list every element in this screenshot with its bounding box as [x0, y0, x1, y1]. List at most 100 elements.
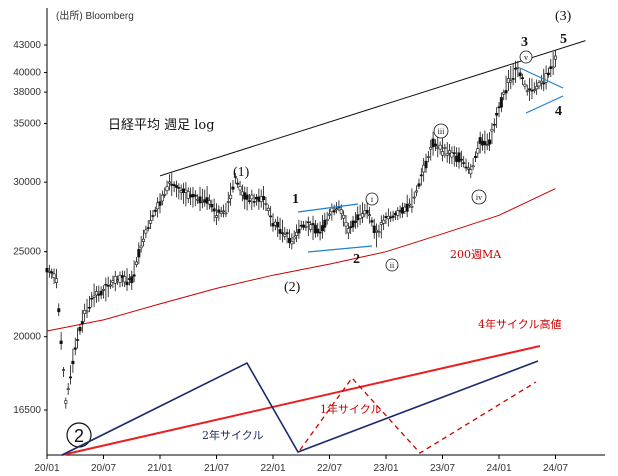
- wave-label-circled-i: i: [365, 192, 379, 206]
- candle-body: [163, 193, 167, 196]
- candle-body: [481, 140, 485, 146]
- candle-body: [375, 229, 379, 233]
- candle-body: [165, 186, 169, 191]
- candle-body: [66, 388, 70, 390]
- candle-body: [224, 212, 228, 215]
- four-year-cycle-label: 4年サイクル高値: [478, 317, 561, 331]
- candle-body: [365, 209, 369, 214]
- candle-body: [76, 339, 80, 341]
- candle-body: [544, 73, 548, 83]
- candle-body: [443, 147, 447, 149]
- candle-body: [262, 196, 266, 201]
- candle-body: [553, 55, 557, 60]
- candle-body: [179, 190, 183, 193]
- candle-body: [346, 228, 350, 234]
- candle-body: [542, 82, 546, 85]
- candle-body: [330, 207, 334, 212]
- candle-body: [245, 194, 249, 200]
- candle-body: [106, 285, 110, 287]
- candle-body: [69, 376, 73, 379]
- x-tick-label: 23/01: [373, 463, 398, 474]
- candle-body: [509, 80, 513, 83]
- upper-trendline: [159, 40, 586, 177]
- ma-200-label: 200週MA: [450, 248, 502, 261]
- candle-body: [335, 208, 339, 211]
- wave-label-circled-v: v: [519, 50, 533, 64]
- candle-body: [127, 278, 131, 280]
- candle-body: [532, 89, 536, 91]
- candle-body: [422, 164, 426, 173]
- x-tick-label: 24/07: [543, 463, 568, 474]
- y-tick-label: 43000: [13, 40, 41, 51]
- candle-body: [349, 226, 353, 229]
- candle-body: [257, 196, 261, 202]
- candle-body: [342, 214, 346, 219]
- candle-body: [403, 206, 407, 212]
- x-tick-label: 23/07: [430, 463, 455, 474]
- wave-label-primary-2: (2): [284, 280, 301, 295]
- candle-body: [356, 214, 360, 221]
- candle-body: [182, 188, 186, 193]
- candle-body: [429, 146, 433, 150]
- y-tick-label: 25000: [13, 247, 41, 258]
- candle-body: [323, 220, 327, 228]
- candle-body: [170, 183, 174, 186]
- candle-body: [207, 200, 211, 205]
- candle-body: [419, 174, 423, 177]
- candle-body: [215, 215, 219, 218]
- candle-body: [50, 271, 54, 274]
- candle-body: [290, 240, 294, 245]
- y-tick-label: 30000: [13, 177, 41, 188]
- x-tick-label: 22/07: [317, 463, 342, 474]
- candle-body: [483, 141, 487, 146]
- candle-body: [393, 212, 397, 216]
- candle-body: [363, 210, 367, 215]
- candle-body: [528, 88, 532, 91]
- candle-body: [389, 216, 393, 219]
- candle-body: [539, 80, 543, 84]
- y-tick-label: 38000: [13, 87, 41, 98]
- candle-body: [455, 155, 459, 162]
- candle-body: [379, 222, 383, 225]
- candle-body: [85, 310, 89, 313]
- x-tick-label: 20/01: [34, 463, 59, 474]
- candle-body: [462, 162, 466, 164]
- candle-body: [94, 291, 98, 296]
- candle-body: [264, 203, 268, 205]
- candle-body: [172, 184, 176, 187]
- candle-body: [184, 189, 188, 193]
- candle-body: [408, 203, 412, 206]
- candle-body: [61, 369, 65, 371]
- candle-body: [424, 160, 428, 169]
- wave-label-primary-1: (1): [233, 165, 250, 180]
- candle-body: [233, 176, 237, 178]
- triangle-lower-line: [525, 95, 564, 114]
- candle-body: [139, 245, 143, 249]
- candle-body: [54, 278, 58, 283]
- candle-body: [177, 187, 181, 189]
- candle-body: [240, 191, 244, 196]
- candle-body: [200, 201, 204, 203]
- triangle-upper-line: [519, 67, 564, 89]
- candle-body: [278, 229, 282, 234]
- candle-body: [269, 215, 273, 218]
- candle-body: [309, 224, 313, 230]
- candle-body: [83, 310, 87, 314]
- candle-body: [327, 213, 331, 216]
- candle-body: [73, 347, 77, 350]
- candle-body: [464, 166, 468, 169]
- wave-label-3: 3: [521, 35, 528, 50]
- candle-body: [306, 221, 310, 224]
- candle-body: [426, 156, 430, 158]
- candle-body: [386, 215, 390, 220]
- candle-body: [400, 207, 404, 214]
- one-year-cycle-label: 1年サイクル: [320, 402, 381, 416]
- y-axis-ticks: 43000 40000 38000 35000 30000 25000 20000 16500: [13, 40, 47, 416]
- wave-label-circled-ii: ii: [385, 258, 399, 272]
- candle-body: [102, 289, 106, 291]
- candle-body: [412, 196, 416, 199]
- svg-text:iv: iv: [476, 193, 482, 202]
- candle-body: [276, 221, 280, 228]
- candle-body: [316, 228, 320, 234]
- svg-text:2: 2: [74, 426, 84, 446]
